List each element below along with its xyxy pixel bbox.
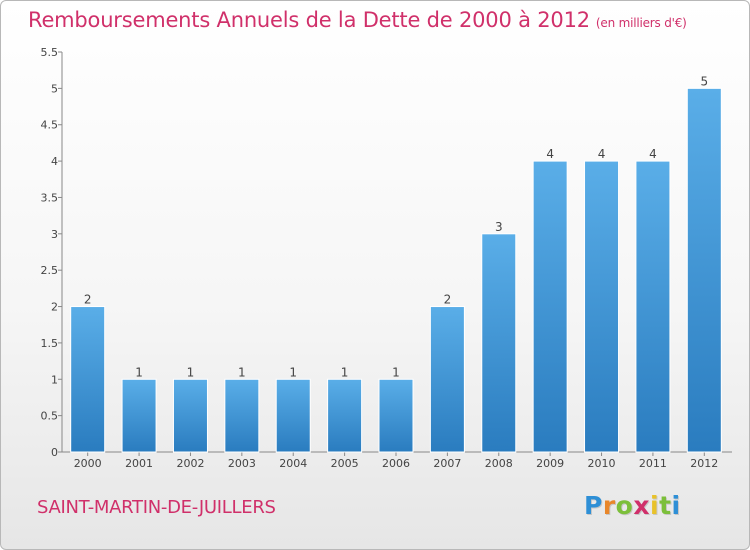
bar-value-label: 1 — [341, 365, 349, 379]
bar-value-label: 1 — [289, 365, 297, 379]
commune-name: SAINT-MARTIN-DE-JUILLERS — [37, 497, 276, 518]
x-tick-label: 2004 — [279, 457, 307, 470]
proxiti-logo: Proxiti — [584, 491, 681, 520]
bar-2011 — [635, 160, 671, 453]
x-tick-label: 2001 — [125, 457, 153, 470]
y-tick-label: 5 — [51, 82, 58, 95]
y-tick-label: 0 — [51, 446, 58, 459]
bar-value-label: 4 — [546, 147, 554, 161]
x-tick-label: 2011 — [639, 457, 667, 470]
bar-value-label: 1 — [135, 365, 143, 379]
x-tick-label: 2008 — [485, 457, 513, 470]
bar-2003 — [224, 378, 260, 453]
y-tick-label: 2 — [51, 301, 58, 314]
bar-value-label: 1 — [238, 365, 246, 379]
bar-value-label: 1 — [392, 365, 400, 379]
chart-subtitle: (en milliers d'€) — [595, 16, 687, 30]
bar-value-label: 4 — [598, 147, 606, 161]
bar-value-label: 2 — [444, 293, 452, 307]
y-tick-label: 4 — [51, 155, 58, 168]
y-tick-label: 3 — [51, 228, 58, 241]
bar-2002 — [172, 378, 208, 453]
data-labels: 2 1 1 1 1 1 1 2 3 4 4 4 5 — [84, 74, 708, 379]
logo-letter: o — [615, 491, 634, 520]
bar-series — [70, 87, 722, 453]
x-tick-label: 2006 — [382, 457, 410, 470]
x-tick-label: 2003 — [228, 457, 256, 470]
logo-letter: t — [659, 491, 672, 520]
y-tick-label: 1 — [51, 373, 58, 386]
y-tick-label: 5.5 — [41, 46, 59, 59]
x-tick-label: 2012 — [690, 457, 718, 470]
y-tick-label: 4.5 — [41, 119, 59, 132]
bar-2001 — [121, 378, 157, 453]
x-tick-label: 2005 — [331, 457, 359, 470]
bar-2010 — [584, 160, 620, 453]
bar-value-label: 5 — [700, 74, 708, 88]
logo-letter: P — [584, 491, 603, 520]
bar-value-label: 4 — [649, 147, 657, 161]
bar-value-label: 1 — [187, 365, 195, 379]
logo-letter: i — [671, 491, 681, 520]
bar-2007 — [429, 306, 465, 453]
x-tick-label: 2002 — [176, 457, 204, 470]
x-tick-label: 2010 — [588, 457, 616, 470]
bar-value-label: 3 — [495, 220, 503, 234]
bar-2012 — [686, 87, 722, 453]
x-axis: 2000 2001 2002 2003 2004 2005 2006 2007 2008 2009… — [62, 451, 732, 470]
bar-value-label: 2 — [84, 293, 92, 307]
chart-title-text: Remboursements Annuels de la Dette de 20… — [28, 8, 590, 32]
y-tick-label: 3.5 — [41, 191, 59, 204]
y-axis: 0 0.5 1 1.5 2 2.5 3 3.5 4 4.5 5 5.5 — [41, 46, 63, 459]
x-tick-label: 2009 — [536, 457, 564, 470]
logo-letter: i — [650, 491, 660, 520]
x-tick-label: 2007 — [433, 457, 461, 470]
bar-2006 — [378, 378, 414, 453]
y-tick-label: 0.5 — [41, 410, 59, 423]
chart-title: Remboursements Annuels de la Dette de 20… — [28, 8, 687, 32]
x-tick-label: 2000 — [74, 457, 102, 470]
bar-2008 — [481, 233, 517, 453]
bar-2004 — [275, 378, 311, 453]
bar-2000 — [70, 306, 106, 453]
logo-letter: x — [633, 491, 650, 520]
logo-letter: r — [602, 491, 616, 520]
y-tick-label: 1.5 — [41, 337, 59, 350]
bar-2005 — [327, 378, 363, 453]
bar-2009 — [532, 160, 568, 453]
y-tick-label: 2.5 — [41, 264, 59, 277]
